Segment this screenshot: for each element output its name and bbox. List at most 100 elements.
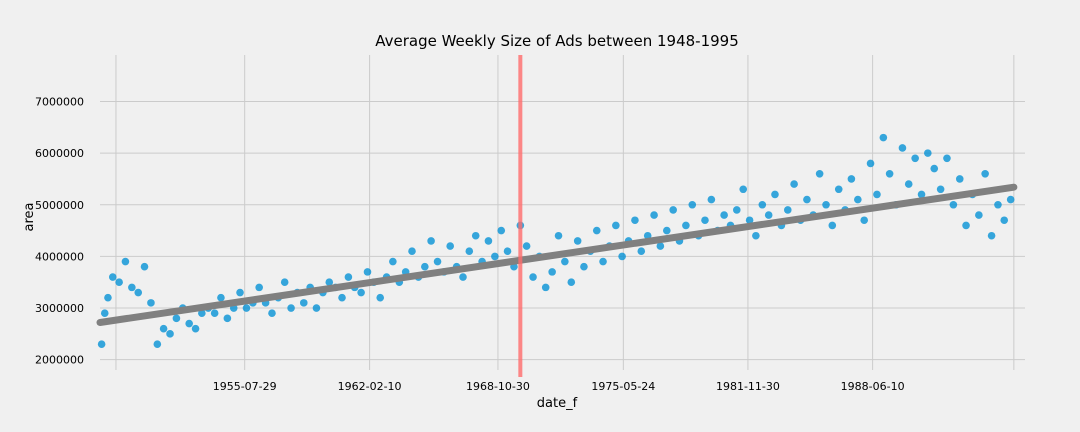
data-point [172,314,181,323]
data-point [567,278,576,287]
grid-lines [100,55,1025,370]
data-point [854,195,862,204]
trend-line-group [96,183,1018,326]
data-point [166,330,174,338]
data-point [911,154,919,163]
data-point [790,180,798,188]
data-point [210,309,219,317]
x-tick-label: 1968-10-30 [466,380,530,393]
data-point [363,268,372,276]
y-tick-label: 4000000 [35,250,84,263]
data-point [408,247,416,256]
data-point [497,226,506,235]
x-tick-label: 1955-07-29 [213,380,277,393]
data-point [389,257,397,266]
data-point [637,247,646,256]
data-point [955,175,964,183]
data-point [720,211,728,219]
data-point [822,200,830,209]
data-point [943,154,951,163]
data-point [287,304,295,312]
data-point [104,293,112,302]
data-point [981,169,989,178]
chart-title: Average Weekly Size of Ads between 1948-… [375,32,739,50]
data-point [599,257,607,266]
data-point [147,299,155,307]
data-point [541,283,550,292]
data-point [344,273,353,281]
data-point [682,221,690,230]
data-point [803,195,811,204]
x-tick-label: 1981-11-30 [716,380,780,393]
data-point [752,231,760,240]
y-tick-label: 7000000 [35,95,84,108]
data-point [198,309,206,317]
data-point [338,293,346,302]
data-point [834,185,843,194]
x-tick-labels: 1955-07-29 1962-02-10 1968-10-30 1975-05-24… [213,380,905,393]
data-point [459,273,467,281]
data-point [962,221,970,230]
data-point [930,164,939,173]
data-point [268,309,276,317]
data-point [446,242,454,250]
data-point [631,216,639,225]
data-point [97,340,106,348]
data-point [121,257,130,266]
data-point [325,278,334,287]
data-point [529,273,537,281]
data-point [191,324,200,333]
data-point [663,226,671,235]
data-point [236,288,244,297]
data-point [656,242,665,250]
data-point [866,159,875,168]
data-point [580,262,588,271]
y-tick-label: 3000000 [35,302,84,315]
data-point [828,221,837,230]
data-point [701,216,709,225]
data-point [745,216,754,225]
data-point [924,149,932,157]
data-point [427,237,435,245]
y-tick-label: 2000000 [35,354,84,367]
data-point [128,283,136,292]
data-point [764,211,773,219]
data-point [357,288,365,297]
data-point [612,221,620,230]
data-point [783,206,792,214]
data-point [159,324,168,333]
data-point [185,319,193,328]
data-point [100,309,109,317]
data-point [115,278,123,287]
data-point [732,206,741,214]
data-point [771,190,779,199]
data-point [650,211,658,219]
data-point [471,231,480,240]
data-point [592,226,601,235]
data-point [421,262,429,271]
y-tick-label: 5000000 [35,199,84,212]
data-point [484,237,493,245]
data-point [376,293,385,302]
data-point [491,252,499,261]
data-point [975,211,983,219]
data-point [879,133,888,142]
x-tick-label: 1988-06-10 [841,380,905,393]
data-point [573,237,582,245]
data-point [917,190,926,199]
x-axis-label: date_f [537,396,578,411]
data-point [707,195,716,204]
data-point [936,185,945,194]
data-point [312,304,321,312]
data-point [280,278,289,287]
y-axis-label: area [22,203,37,232]
data-point [223,314,232,323]
data-point [885,169,894,178]
x-tick-label: 1975-05-24 [591,380,655,393]
data-point [242,304,251,312]
data-point [994,200,1002,209]
data-point [299,299,308,307]
data-point [522,242,531,250]
